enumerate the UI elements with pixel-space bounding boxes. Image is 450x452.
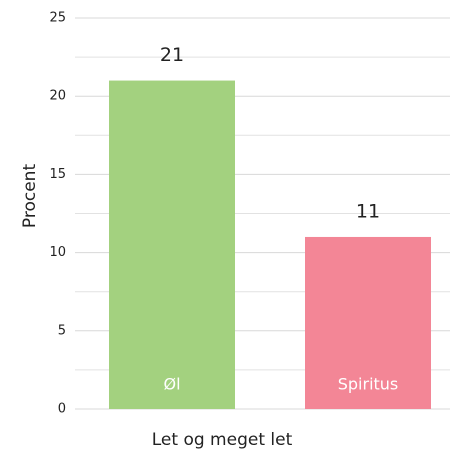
y-tick-label: 25 bbox=[49, 11, 66, 26]
value-label: 11 bbox=[356, 200, 380, 222]
category-label: Øl bbox=[163, 375, 180, 394]
y-tick-label: 20 bbox=[49, 89, 66, 104]
x-axis-title: Let og meget let bbox=[152, 430, 293, 450]
value-label: 21 bbox=[160, 44, 184, 66]
y-tick-label: 5 bbox=[58, 323, 66, 338]
bar bbox=[109, 80, 235, 409]
y-axis-title: Procent bbox=[20, 164, 40, 229]
y-tick-label: 0 bbox=[58, 402, 66, 417]
y-tick-label: 15 bbox=[49, 167, 66, 182]
category-label: Spiritus bbox=[338, 375, 399, 394]
bar bbox=[305, 236, 431, 409]
y-tick-label: 10 bbox=[49, 245, 66, 260]
